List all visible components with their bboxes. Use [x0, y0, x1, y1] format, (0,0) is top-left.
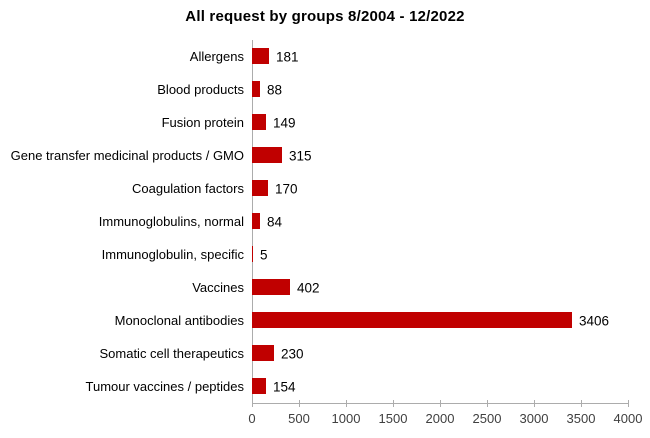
bar-row: Allergens 181 — [0, 40, 650, 73]
bar-row: Gene transfer medicinal products / GMO 31… — [0, 139, 650, 172]
x-axis-tick — [581, 400, 582, 407]
bar-value-label: 154 — [273, 379, 296, 394]
category-label: Immunoglobulin, specific — [101, 247, 244, 262]
bar-track: 181 — [252, 40, 632, 73]
bar-track: 402 — [252, 271, 632, 304]
bar-row: Tumour vaccines / peptides 154 — [0, 370, 650, 403]
bar-row: Somatic cell therapeutics 230 — [0, 337, 650, 370]
x-axis-tick-label: 3500 — [566, 411, 596, 426]
bar-value-label: 84 — [267, 214, 283, 229]
x-axis-tick — [393, 400, 394, 407]
category-label: Vaccines — [192, 280, 244, 295]
x-axis-tick-label: 2500 — [472, 411, 502, 426]
category-label: Monoclonal antibodies — [114, 313, 244, 328]
bar-track: 149 — [252, 106, 632, 139]
bar — [252, 213, 260, 229]
category-label: Allergens — [189, 49, 244, 64]
x-axis-tick — [534, 400, 535, 407]
category-label: Immunoglobulins, normal — [98, 214, 244, 229]
x-axis-tick-label: 1000 — [331, 411, 361, 426]
bar-value-label: 315 — [289, 148, 312, 163]
category-label: Tumour vaccines / peptides — [85, 379, 244, 394]
x-axis-tick — [346, 400, 347, 407]
bar-value-label: 170 — [275, 181, 298, 196]
bar-row: Immunoglobulin, specific 5 — [0, 238, 650, 271]
x-axis-tick-label: 3000 — [519, 411, 549, 426]
bar — [252, 147, 282, 163]
chart-title: All request by groups 8/2004 - 12/2022 — [185, 8, 465, 25]
x-axis-tick-label: 1500 — [378, 411, 408, 426]
x-axis-tick — [252, 400, 253, 407]
bar — [252, 180, 268, 196]
bar — [252, 48, 269, 64]
bar — [252, 378, 266, 394]
x-axis-tick — [299, 400, 300, 407]
bar-value-label: 230 — [281, 346, 304, 361]
bar-value-label: 149 — [273, 115, 296, 130]
bar-track: 170 — [252, 172, 632, 205]
bar-track: 315 — [252, 139, 632, 172]
bar-value-label: 402 — [297, 280, 320, 295]
bar — [252, 312, 572, 328]
bar-track: 84 — [252, 205, 632, 238]
bar-row: Coagulation factors 170 — [0, 172, 650, 205]
bar — [252, 345, 274, 361]
x-axis-tick — [628, 400, 629, 407]
bar-row: Vaccines 402 — [0, 271, 650, 304]
bar-track: 154 — [252, 370, 632, 403]
bar-value-label: 5 — [260, 247, 268, 262]
category-label: Gene transfer medicinal products / GMO — [10, 148, 244, 163]
bar-row: Blood products 88 — [0, 73, 650, 106]
bar — [252, 246, 253, 262]
x-axis-tick-label: 500 — [288, 411, 310, 426]
x-axis-tick-label: 4000 — [613, 411, 643, 426]
bar-track: 3406 — [252, 304, 632, 337]
bar — [252, 81, 260, 97]
bar-track: 88 — [252, 73, 632, 106]
bar-row: Fusion protein 149 — [0, 106, 650, 139]
bar-track: 5 — [252, 238, 632, 271]
bar-value-label: 3406 — [579, 313, 610, 328]
x-axis-tick-label: 0 — [248, 411, 256, 426]
category-label: Blood products — [157, 82, 244, 97]
category-label: Fusion protein — [161, 115, 244, 130]
x-axis-tick — [487, 400, 488, 407]
x-axis-tick — [440, 400, 441, 407]
bar-track: 230 — [252, 337, 632, 370]
x-axis-tick-label: 2000 — [425, 411, 455, 426]
category-label: Somatic cell therapeutics — [99, 346, 244, 361]
bar — [252, 279, 290, 295]
bar — [252, 114, 266, 130]
bar-row: Monoclonal antibodies 3406 — [0, 304, 650, 337]
chart-rows: Allergens 181 Blood products 88 Fusion prote… — [0, 40, 650, 403]
bar-value-label: 181 — [276, 49, 299, 64]
category-label: Coagulation factors — [131, 181, 244, 196]
bar-row: Immunoglobulins, normal 84 — [0, 205, 650, 238]
bar-value-label: 88 — [267, 82, 283, 97]
